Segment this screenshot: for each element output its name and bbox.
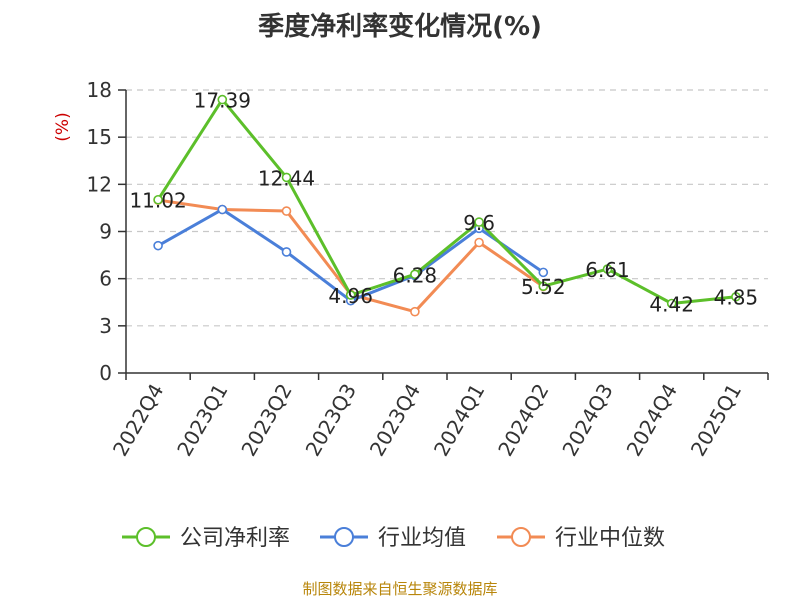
x-tick-label: 2023Q3 bbox=[301, 380, 361, 461]
data-point-2 bbox=[281, 206, 292, 216]
data-point-1 bbox=[217, 204, 228, 215]
x-tick-label: 2023Q4 bbox=[365, 380, 425, 461]
legend-item[interactable]: 公司净利率 bbox=[122, 526, 290, 551]
data-point-0 bbox=[731, 291, 741, 302]
y-tick-label: 3 bbox=[99, 314, 112, 338]
chart-title: 季度净利率变化情况(%) bbox=[258, 12, 542, 42]
y-axis-unit-label: (%) bbox=[53, 112, 73, 141]
x-tick-label: 2024Q2 bbox=[493, 380, 553, 461]
x-tick-label: 2024Q4 bbox=[622, 380, 682, 461]
y-tick-label: 12 bbox=[87, 172, 112, 196]
legend-marker bbox=[511, 527, 531, 547]
data-point-0 bbox=[474, 217, 484, 227]
series-lines bbox=[153, 94, 741, 317]
data-label: 4.42 bbox=[649, 293, 694, 317]
x-tick-label: 2023Q1 bbox=[172, 380, 232, 461]
y-tick-label: 15 bbox=[87, 125, 112, 149]
legend-marker bbox=[334, 527, 354, 547]
data-label: 4.85 bbox=[714, 286, 759, 310]
data-label: 11.02 bbox=[129, 189, 186, 213]
x-tick-label: 2025Q1 bbox=[686, 380, 746, 461]
data-label: 12.44 bbox=[258, 166, 315, 190]
data-point-0 bbox=[666, 298, 677, 309]
data-point-0 bbox=[345, 290, 356, 300]
x-tick-label: 2024Q1 bbox=[429, 379, 489, 460]
data-point-1 bbox=[281, 247, 292, 257]
y-tick-label: 0 bbox=[99, 361, 112, 385]
data-point-1 bbox=[153, 240, 163, 251]
data-label: 6.28 bbox=[393, 263, 438, 287]
data-labels: 11.02 17.39 12.44 4.96 6.28 9.6 5.52 6.61 4.42 4.… bbox=[129, 89, 758, 317]
y-tick-label: 9 bbox=[99, 220, 112, 244]
data-point-0 bbox=[217, 94, 228, 105]
data-point-2 bbox=[410, 306, 420, 317]
data-point-0 bbox=[281, 172, 292, 183]
data-point-0 bbox=[602, 264, 613, 274]
y-tick-label: 18 bbox=[87, 78, 112, 102]
legend-item[interactable]: 行业中位数 bbox=[497, 526, 665, 551]
x-tick-label: 2023Q2 bbox=[236, 380, 296, 461]
data-label: 5.52 bbox=[521, 275, 566, 299]
data-label: 17.39 bbox=[194, 89, 251, 113]
legend-label: 行业中位数 bbox=[555, 526, 665, 551]
legend-label: 行业均值 bbox=[378, 526, 466, 551]
legend-marker bbox=[136, 527, 156, 547]
legend: 公司净利率 行业均值 行业中位数 bbox=[122, 526, 665, 551]
data-point-2 bbox=[474, 237, 484, 248]
data-point-0 bbox=[410, 269, 420, 280]
data-point-0 bbox=[153, 194, 163, 205]
data-label: 6.61 bbox=[585, 258, 630, 282]
legend-label: 公司净利率 bbox=[180, 526, 290, 551]
data-point-1 bbox=[538, 267, 549, 278]
y-tick-label: 6 bbox=[99, 267, 112, 291]
data-source-note: 制图数据来自恒生聚源数据库 bbox=[302, 580, 498, 598]
legend-item[interactable]: 行业均值 bbox=[320, 526, 466, 551]
data-label: 4.96 bbox=[328, 284, 373, 308]
x-tick-label: 2024Q3 bbox=[557, 380, 617, 461]
data-label: 9.6 bbox=[463, 211, 495, 235]
data-point-0 bbox=[538, 281, 549, 292]
x-tick-label: 2022Q4 bbox=[108, 380, 168, 461]
series-line-0 bbox=[156, 98, 737, 306]
